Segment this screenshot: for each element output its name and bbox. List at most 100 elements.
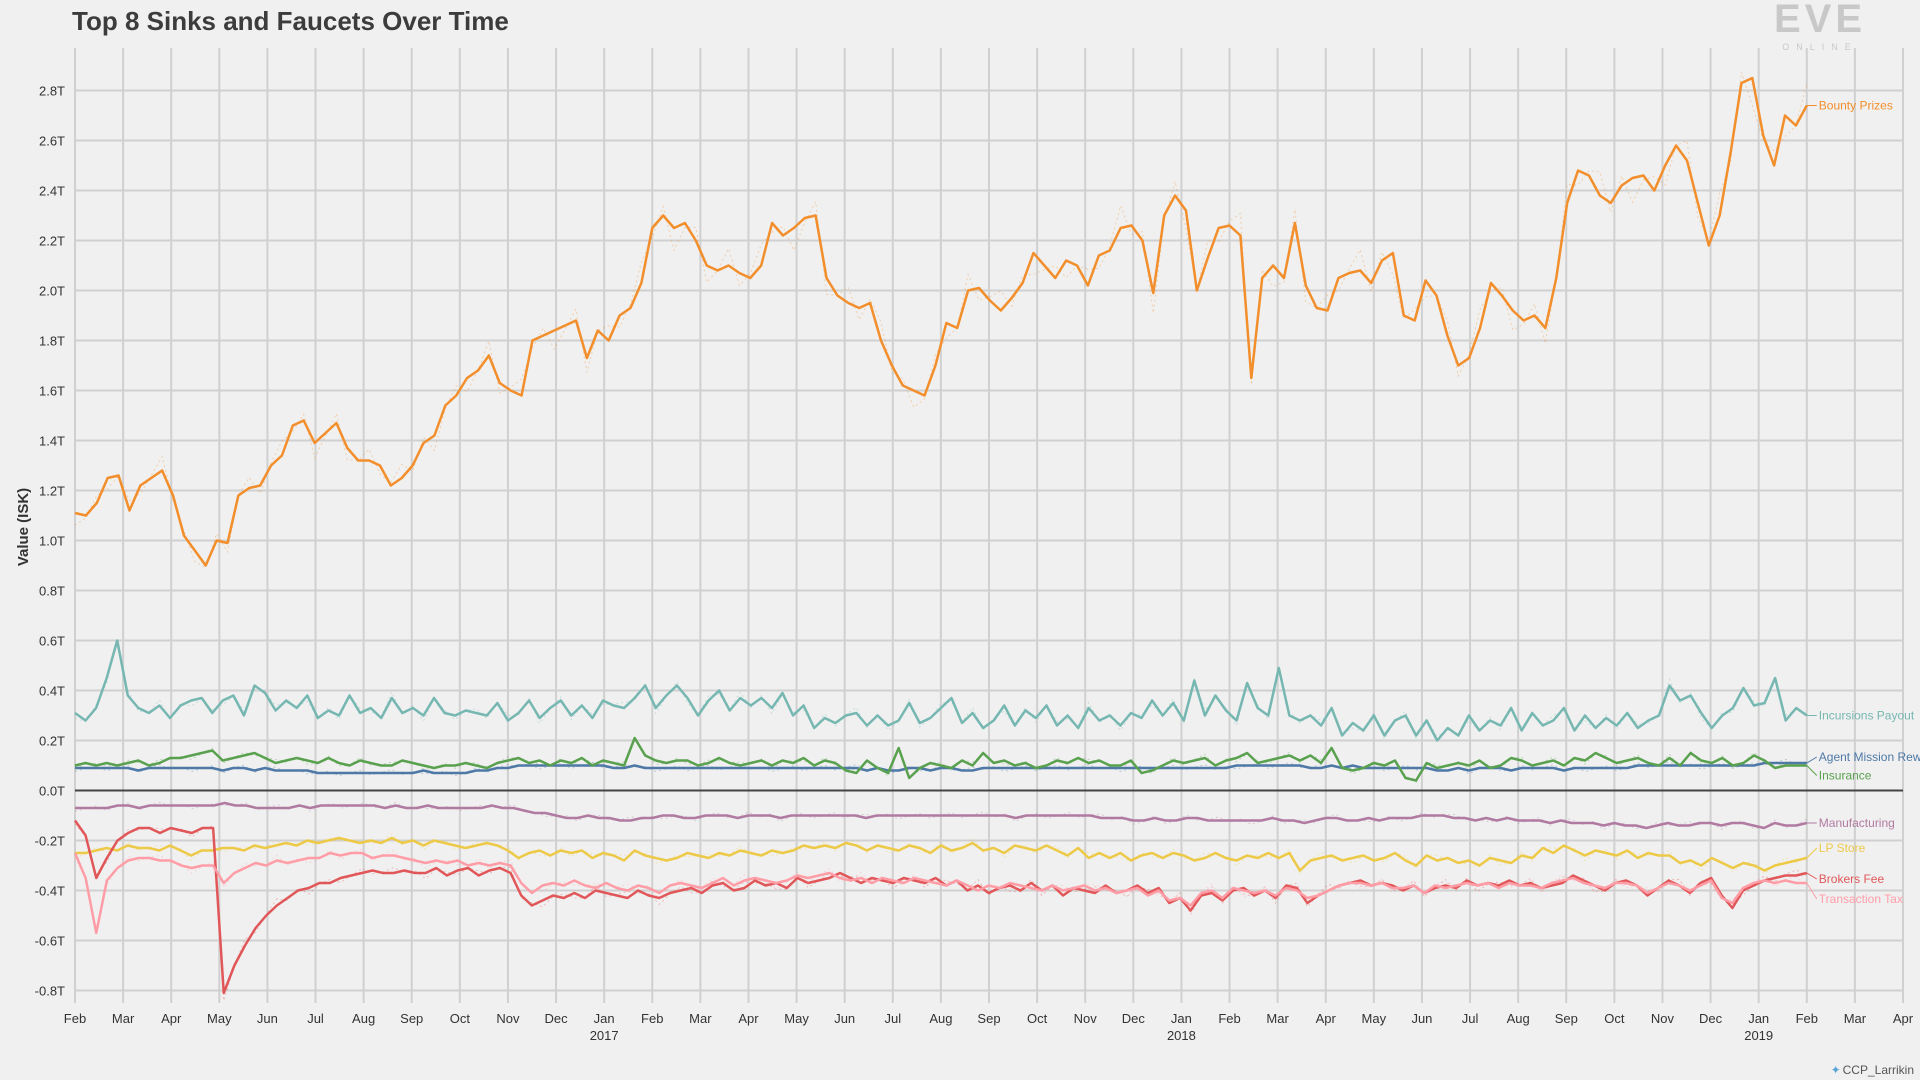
x-tick-label: Dec: [544, 1011, 568, 1026]
x-tick-label: Apr: [1893, 1011, 1914, 1026]
x-tick-label: Mar: [112, 1011, 135, 1026]
x-year-label: 2019: [1744, 1028, 1773, 1043]
logo-text: EVE: [1774, 0, 1866, 41]
x-year-label: 2017: [590, 1028, 619, 1043]
series-label: Incursions Payout: [1819, 709, 1915, 723]
series-label: Agent Mission Rewards: [1819, 750, 1920, 764]
x-tick-label: May: [1362, 1011, 1387, 1026]
series-label: Brokers Fee: [1819, 872, 1885, 886]
y-tick-label: 1.0T: [39, 534, 65, 549]
x-tick-label: Jan: [1748, 1011, 1769, 1026]
x-tick-label: Dec: [1122, 1011, 1146, 1026]
series-label: Bounty Prizes: [1819, 99, 1893, 113]
x-tick-label: Aug: [929, 1011, 952, 1026]
logo-subtext: ONLINE: [1782, 42, 1858, 52]
x-tick-label: May: [207, 1011, 232, 1026]
x-tick-label: Jun: [834, 1011, 855, 1026]
y-tick-label: 1.4T: [39, 434, 65, 449]
x-tick-label: Feb: [641, 1011, 663, 1026]
x-tick-label: Jul: [307, 1011, 324, 1026]
x-tick-label: Feb: [64, 1011, 86, 1026]
y-tick-label: 0.2T: [39, 734, 65, 749]
x-tick-label: Nov: [1074, 1011, 1098, 1026]
x-tick-label: Feb: [1218, 1011, 1240, 1026]
x-tick-label: Oct: [1604, 1011, 1625, 1026]
series-label: Manufacturing: [1819, 816, 1895, 830]
series-label-connector: [1806, 882, 1818, 900]
y-tick-label: -0.8T: [35, 984, 65, 999]
series-layer: [73, 71, 1808, 1001]
y-tick-label: 2.8T: [39, 84, 65, 99]
series-label: LP Store: [1819, 841, 1866, 855]
x-tick-label: May: [784, 1011, 809, 1026]
x-tick-label: Dec: [1699, 1011, 1723, 1026]
series-daily-line: [74, 823, 1808, 1001]
series-daily-line: [74, 640, 1807, 741]
y-tick-label: 0.4T: [39, 684, 65, 699]
x-tick-label: Feb: [1796, 1011, 1818, 1026]
x-tick-label: Mar: [1844, 1011, 1867, 1026]
series-daily-line: [74, 738, 1807, 783]
series-labels: Bounty Prizes Incursions Payout Agent Miss…: [1806, 99, 1920, 906]
series-line: [74, 736, 1807, 782]
series-line: [75, 761, 1807, 775]
y-tick-label: 1.6T: [39, 384, 65, 399]
x-tick-label: Sep: [1555, 1011, 1578, 1026]
series-line: [73, 851, 1807, 935]
series-daily-line: [74, 801, 1808, 830]
x-axis: Feb Mar Apr May Jun Jul Aug Sep Oct Nov Dec Jan Feb M…: [64, 1011, 1914, 1043]
x-tick-label: Jan: [1171, 1011, 1192, 1026]
series-label-connector: [1806, 872, 1818, 880]
chart-title: Top 8 Sinks and Faucets Over Time: [72, 6, 509, 36]
y-tick-label: 2.0T: [39, 284, 65, 299]
y-axis: -0.8T -0.6T -0.4T -0.2T 0.0T 0.2T 0.4T 0.6T 0.8T…: [35, 84, 65, 999]
y-tick-label: 0.0T: [39, 784, 65, 799]
x-tick-label: Apr: [738, 1011, 759, 1026]
y-tick-label: 2.2T: [39, 234, 65, 249]
y-tick-label: 2.4T: [39, 184, 65, 199]
x-tick-label: Nov: [1651, 1011, 1675, 1026]
x-tick-label: Jan: [594, 1011, 615, 1026]
x-tick-label: Nov: [496, 1011, 520, 1026]
series-label-connector: [1806, 765, 1818, 776]
eve-logo: EVE ONLINE: [1774, 0, 1866, 52]
x-year-label: 2018: [1167, 1028, 1196, 1043]
y-tick-label: 0.6T: [39, 634, 65, 649]
y-tick-label: -0.6T: [35, 934, 65, 949]
grid-layer: [74, 48, 1904, 1003]
series-label: Transaction Tax: [1819, 892, 1903, 906]
x-tick-label: Jul: [884, 1011, 901, 1026]
y-tick-label: 0.8T: [39, 584, 65, 599]
credit-text: CCP_Larrikin: [1842, 1063, 1914, 1077]
x-tick-label: Jun: [257, 1011, 278, 1026]
x-tick-label: Oct: [450, 1011, 471, 1026]
x-tick-label: Aug: [1507, 1011, 1530, 1026]
x-tick-label: Apr: [1316, 1011, 1337, 1026]
y-tick-label: -0.4T: [35, 884, 65, 899]
y-axis-label: Value (ISK): [15, 488, 32, 566]
y-tick-label: 1.8T: [39, 334, 65, 349]
series-daily-line: [74, 833, 1808, 875]
series-label-connector: [1806, 756, 1818, 764]
x-tick-label: Mar: [1266, 1011, 1289, 1026]
series-label: Insurance: [1819, 769, 1872, 783]
x-tick-label: Mar: [689, 1011, 712, 1026]
series-line: [75, 836, 1808, 872]
series-label-connector: [1806, 847, 1818, 859]
series-line: [74, 639, 1808, 742]
x-tick-label: Jun: [1411, 1011, 1432, 1026]
x-tick-label: Sep: [400, 1011, 423, 1026]
y-tick-label: 1.2T: [39, 484, 65, 499]
x-tick-label: Aug: [352, 1011, 375, 1026]
x-tick-label: Jul: [1462, 1011, 1479, 1026]
y-tick-label: -0.2T: [35, 834, 65, 849]
x-tick-label: Apr: [161, 1011, 182, 1026]
x-tick-label: Sep: [977, 1011, 1000, 1026]
x-tick-label: Oct: [1027, 1011, 1048, 1026]
series-line: [74, 76, 1808, 567]
twitter-bird-icon: ✦: [1830, 1063, 1841, 1077]
y-tick-label: 2.6T: [39, 134, 65, 149]
credit: ✦ CCP_Larrikin: [1831, 1063, 1914, 1077]
series-line: [75, 801, 1808, 830]
